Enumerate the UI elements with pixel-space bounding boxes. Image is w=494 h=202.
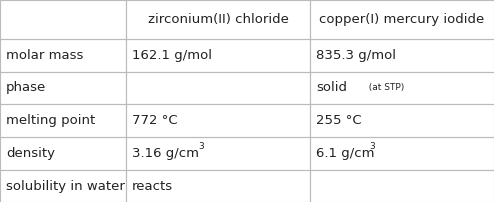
Text: 3: 3: [199, 142, 205, 151]
Text: 162.1 g/mol: 162.1 g/mol: [132, 49, 212, 62]
Text: phase: phase: [6, 81, 46, 94]
Text: molar mass: molar mass: [6, 49, 83, 62]
Bar: [0, 170, 126, 202]
Text: (at STP): (at STP): [363, 83, 405, 92]
Bar: [0, 104, 126, 137]
Bar: [0, 72, 126, 104]
Bar: [310, 104, 494, 137]
Text: density: density: [6, 147, 55, 160]
Text: 772 °C: 772 °C: [132, 114, 177, 127]
Bar: [126, 137, 310, 170]
Text: melting point: melting point: [6, 114, 95, 127]
Text: 255 °C: 255 °C: [316, 114, 362, 127]
Bar: [126, 104, 310, 137]
Text: 6.1 g/cm: 6.1 g/cm: [316, 147, 374, 160]
Text: 835.3 g/mol: 835.3 g/mol: [316, 49, 396, 62]
Text: solubility in water: solubility in water: [6, 180, 125, 193]
Bar: [0, 0, 126, 39]
Bar: [126, 0, 310, 39]
Text: reacts: reacts: [132, 180, 173, 193]
Bar: [126, 170, 310, 202]
Text: solid: solid: [316, 81, 347, 94]
Bar: [310, 72, 494, 104]
Bar: [310, 0, 494, 39]
Bar: [310, 170, 494, 202]
Text: zirconium(II) chloride: zirconium(II) chloride: [148, 13, 288, 26]
Bar: [310, 137, 494, 170]
Text: 3: 3: [369, 142, 375, 151]
Bar: [310, 39, 494, 72]
Bar: [0, 39, 126, 72]
Bar: [126, 72, 310, 104]
Text: copper(I) mercury iodide: copper(I) mercury iodide: [320, 13, 485, 26]
Text: 3.16 g/cm: 3.16 g/cm: [132, 147, 199, 160]
Bar: [0, 137, 126, 170]
Bar: [126, 39, 310, 72]
